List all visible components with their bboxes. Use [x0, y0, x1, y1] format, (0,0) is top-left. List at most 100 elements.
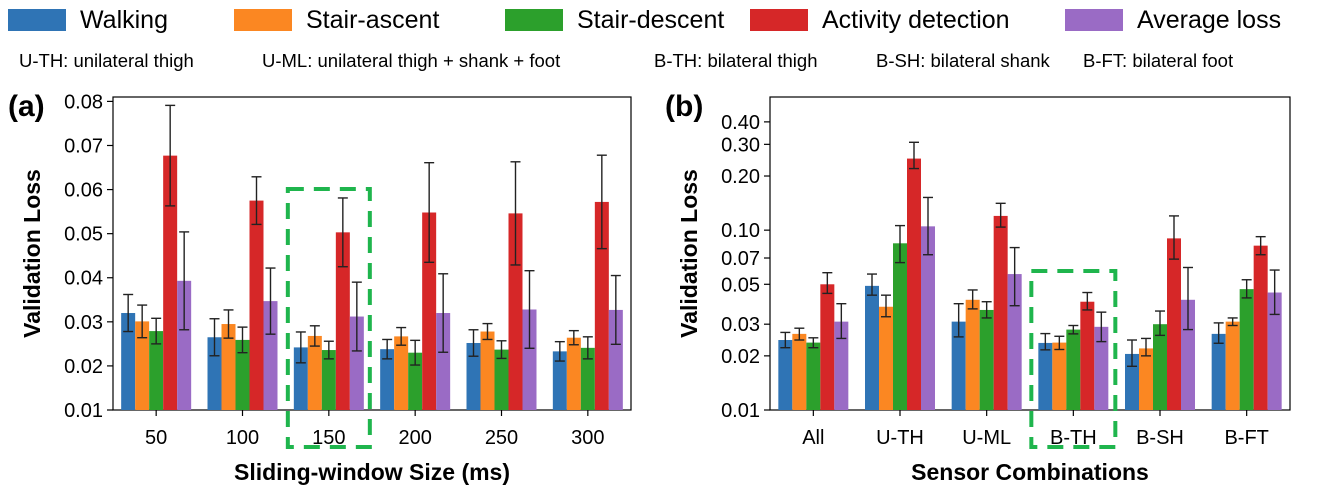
legend-swatch-activity-detection [750, 9, 808, 31]
bar-average-loss-200 [436, 313, 451, 410]
bar-walking-250 [466, 342, 481, 410]
x-tick-label-all: All [802, 427, 824, 449]
abbrev-u-ml: U-ML: unilateral thigh + shank + foot [262, 50, 561, 71]
y-tick-label: 0.03 [64, 312, 103, 334]
legend-label-stair-ascent: Stair-ascent [306, 5, 440, 34]
y-tick-label: 0.01 [721, 400, 760, 422]
bar-average-loss-300 [608, 309, 623, 410]
bar-activity-detection-250 [508, 213, 523, 410]
bar-stair-ascent-150 [307, 335, 322, 410]
bar-walking-u-th [865, 285, 879, 410]
bar-activity-detection-b-ft [1253, 245, 1268, 410]
legend-label-average-loss: Average loss [1137, 5, 1282, 34]
abbreviation-key: U-TH: unilateral thigh U-ML: unilateral … [0, 50, 1319, 76]
bar-average-loss-b-sh [1181, 299, 1195, 410]
bar-stair-descent-300 [580, 347, 595, 410]
bar-stair-ascent-all [792, 333, 807, 410]
bar-activity-detection-b-sh [1167, 238, 1181, 410]
y-tick-label: 0.10 [721, 220, 760, 242]
y-tick-label: 0.05 [721, 274, 760, 296]
abbrev-b-ft: B-FT: bilateral foot [1083, 50, 1234, 71]
x-tick-label-250: 250 [485, 427, 518, 449]
bar-stair-ascent-250 [480, 331, 495, 410]
highlight-box-150 [285, 187, 372, 449]
legend-item-walking: Walking [8, 2, 168, 38]
bar-stair-descent-b-sh [1153, 324, 1167, 410]
bar-stair-ascent-50 [135, 321, 150, 410]
bar-average-loss-u-th [921, 226, 935, 410]
legend-swatch-walking [8, 9, 66, 31]
x-tick-label-u-ml: U-ML [962, 427, 1011, 449]
bar-stair-ascent-u-th [879, 306, 893, 410]
x-tick-label-b-ft: B-FT [1224, 427, 1268, 449]
x-tick-label-b-sh: B-SH [1136, 427, 1184, 449]
y-tick-label: 0.08 [64, 91, 103, 113]
legend-swatch-stair-descent [505, 9, 563, 31]
panel-label-a: (a) [8, 90, 45, 123]
bar-average-loss-all [834, 321, 849, 410]
bar-activity-detection-u-ml [993, 215, 1008, 410]
bar-walking-b-sh [1125, 353, 1139, 410]
y-tick-label: 0.02 [64, 356, 103, 378]
y-axis-title: Validation Loss [19, 169, 45, 338]
bar-average-loss-50 [177, 280, 192, 410]
bar-stair-descent-250 [494, 349, 509, 410]
legend-item-activity-detection: Activity detection [750, 2, 1010, 38]
bar-stair-ascent-b-ft [1225, 321, 1240, 410]
bar-activity-detection-100 [249, 200, 264, 410]
y-tick-label: 0.01 [64, 400, 103, 422]
legend-swatch-stair-ascent [234, 9, 292, 31]
bar-activity-detection-50 [163, 155, 178, 410]
abbrev-b-th: B-TH: bilateral thigh [654, 50, 818, 71]
bar-activity-detection-b-th [1080, 301, 1095, 410]
x-tick-label-150: 150 [312, 427, 345, 449]
highlight-box-b-th [1029, 269, 1118, 449]
bar-walking-50 [121, 313, 136, 410]
bar-average-loss-150 [349, 316, 364, 410]
bar-stair-descent-200 [408, 352, 423, 410]
x-axis-title: Sensor Combinations [911, 459, 1149, 485]
legend-swatch-average-loss [1065, 9, 1123, 31]
y-tick-label: 0.04 [64, 268, 103, 290]
bar-stair-ascent-300 [566, 337, 581, 410]
legend-label-stair-descent: Stair-descent [577, 5, 725, 34]
y-tick-label: 0.02 [721, 346, 760, 368]
bar-walking-200 [380, 349, 395, 410]
x-tick-label-100: 100 [226, 427, 259, 449]
bar-average-loss-u-ml [1007, 274, 1022, 410]
y-tick-label: 0.06 [64, 180, 103, 202]
bar-average-loss-b-ft [1267, 292, 1282, 410]
bar-stair-descent-100 [235, 339, 250, 410]
y-tick-label: 0.07 [64, 135, 103, 157]
bar-walking-u-ml [951, 321, 966, 410]
bar-stair-ascent-200 [394, 336, 409, 410]
bar-stair-descent-150 [321, 350, 336, 410]
bar-stair-descent-b-ft [1239, 289, 1254, 410]
abbrev-u-th: U-TH: unilateral thigh [19, 50, 194, 71]
bar-stair-ascent-b-sh [1139, 348, 1153, 410]
legend-label-activity-detection: Activity detection [822, 5, 1010, 34]
y-tick-label: 0.03 [721, 314, 760, 336]
legend: Walking Stair-ascent Stair-descent Activ… [0, 2, 1319, 38]
x-tick-label-200: 200 [398, 427, 431, 449]
y-tick-label: 0.30 [721, 134, 760, 156]
bar-stair-descent-u-ml [979, 309, 994, 410]
bar-stair-descent-all [806, 342, 821, 410]
bar-stair-descent-50 [149, 331, 164, 410]
bar-walking-b-ft [1211, 333, 1226, 410]
bar-average-loss-100 [263, 301, 278, 410]
bar-average-loss-250 [522, 309, 537, 410]
legend-item-stair-descent: Stair-descent [505, 2, 724, 38]
y-axis-title: Validation Loss [676, 169, 702, 338]
plot-frame [769, 96, 1291, 411]
bar-stair-ascent-u-ml [965, 299, 980, 410]
y-tick-label: 0.05 [64, 224, 103, 246]
bar-activity-detection-u-th [907, 158, 921, 410]
y-tick-label: 0.40 [721, 112, 760, 134]
x-tick-label-300: 300 [571, 427, 604, 449]
plot-frame [112, 96, 632, 411]
x-axis-title: Sliding-window Size (ms) [234, 459, 510, 485]
bar-activity-detection-150 [335, 232, 350, 410]
